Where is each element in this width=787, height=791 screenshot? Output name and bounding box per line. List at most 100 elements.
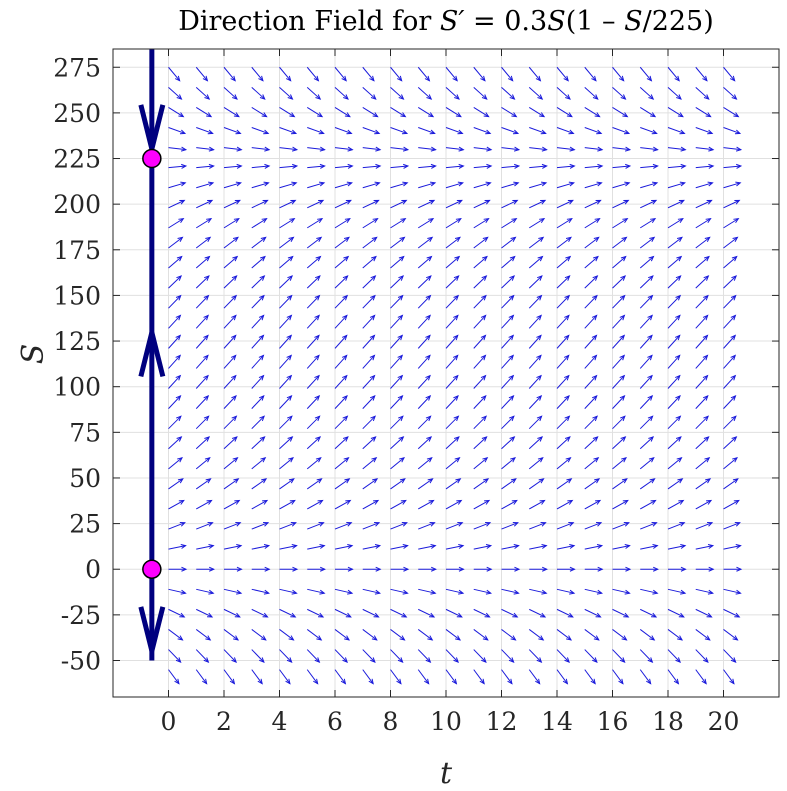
field-arrow <box>695 355 708 369</box>
field-arrow-head <box>343 456 350 463</box>
field-arrow <box>306 457 322 470</box>
field-arrow <box>168 545 186 550</box>
field-arrow <box>529 182 547 189</box>
field-arrow-head <box>232 236 239 243</box>
y-tick-label: -25 <box>61 601 101 630</box>
field-arrow-head <box>564 374 570 381</box>
field-arrow <box>195 395 209 409</box>
field-arrow <box>417 669 430 684</box>
field-arrow <box>723 608 740 618</box>
field-arrow-head <box>426 255 433 262</box>
field-arrow-head <box>652 181 659 187</box>
field-arrow-head <box>539 499 546 505</box>
field-arrow-head <box>541 181 548 187</box>
field-arrow <box>362 395 376 409</box>
field-arrow-head <box>398 94 405 100</box>
field-arrow-head <box>180 146 188 152</box>
field-arrow-head <box>567 199 574 205</box>
field-arrow <box>390 315 403 329</box>
field-arrow <box>334 669 346 684</box>
field-arrow <box>417 86 432 100</box>
field-arrow <box>168 629 183 641</box>
field-arrow <box>501 500 518 510</box>
field-arrow-head <box>648 255 655 262</box>
field-arrow <box>695 106 711 118</box>
field-arrow-head <box>177 456 183 463</box>
field-arrow-head <box>568 129 575 135</box>
field-arrow <box>556 315 570 329</box>
field-arrow-head <box>234 499 241 505</box>
field-arrow <box>529 588 547 594</box>
field-arrow-head <box>369 374 376 381</box>
field-arrow-head <box>454 456 461 463</box>
field-arrow <box>251 649 265 663</box>
field-arrow-head <box>458 566 465 572</box>
field-arrow <box>529 545 547 550</box>
field-arrow-head <box>175 394 182 401</box>
field-arrow <box>390 545 408 550</box>
field-arrow <box>279 256 294 269</box>
field-arrow-head <box>290 612 297 618</box>
field-arrow-head <box>290 129 298 135</box>
field-arrow <box>528 629 544 641</box>
field-arrow <box>667 237 683 249</box>
field-arrow-head <box>562 678 569 685</box>
x-tick-label: 20 <box>708 707 740 736</box>
field-arrow-head <box>706 199 713 205</box>
field-arrow <box>390 106 406 118</box>
field-arrow-head <box>318 199 325 205</box>
field-arrow-head <box>536 314 542 321</box>
field-arrow-head <box>231 415 238 422</box>
field-arrow-head <box>429 199 436 205</box>
field-arrow <box>695 588 713 594</box>
field-arrow-head <box>314 657 321 664</box>
field-arrow <box>196 608 213 618</box>
field-arrow <box>196 588 214 594</box>
field-arrow <box>612 218 628 229</box>
field-arrow-head <box>231 436 238 442</box>
field-arrow-head <box>318 612 325 618</box>
field-arrow-head <box>537 275 543 281</box>
field-arrow-head <box>677 112 684 118</box>
field-arrow-head <box>618 678 624 685</box>
field-arrow-head <box>369 354 376 361</box>
field-arrow <box>362 355 375 369</box>
field-arrow-head <box>652 589 659 595</box>
field-arrow-head <box>456 499 463 505</box>
field-arrow-head <box>481 436 488 442</box>
field-arrow-head <box>264 146 271 152</box>
y-tick-label: 150 <box>53 281 101 310</box>
field-arrow-head <box>651 199 658 205</box>
field-arrow-head <box>732 456 738 463</box>
field-arrow-head <box>401 612 408 618</box>
field-arrow-head <box>402 589 409 595</box>
field-arrow <box>306 256 321 269</box>
field-arrow <box>195 629 211 641</box>
field-arrow-head <box>675 415 682 422</box>
field-arrow-head <box>674 75 680 82</box>
field-arrow-head <box>372 217 379 224</box>
field-arrow <box>723 165 741 169</box>
title-rhs-start: = 0.3 <box>464 6 547 37</box>
field-arrow <box>279 522 296 530</box>
field-arrow <box>723 106 739 118</box>
field-arrow-head <box>507 75 514 82</box>
field-arrow <box>334 106 351 118</box>
field-arrow <box>612 629 627 641</box>
field-arrow-head <box>231 294 238 301</box>
field-arrow <box>223 608 241 618</box>
field-arrow <box>168 237 183 249</box>
field-arrow <box>279 275 293 289</box>
field-arrow-head <box>175 294 182 301</box>
field-arrow-head <box>206 112 213 118</box>
field-arrow <box>390 436 404 450</box>
field-arrow-head <box>259 275 266 281</box>
field-arrow-head <box>176 436 183 442</box>
field-arrow <box>723 66 736 82</box>
field-arrow <box>445 375 459 389</box>
field-arrow-head <box>315 255 322 262</box>
equilibrium-point <box>142 559 162 579</box>
field-arrow-head <box>453 314 459 321</box>
field-arrow-head <box>317 217 324 224</box>
field-arrow <box>418 545 436 550</box>
